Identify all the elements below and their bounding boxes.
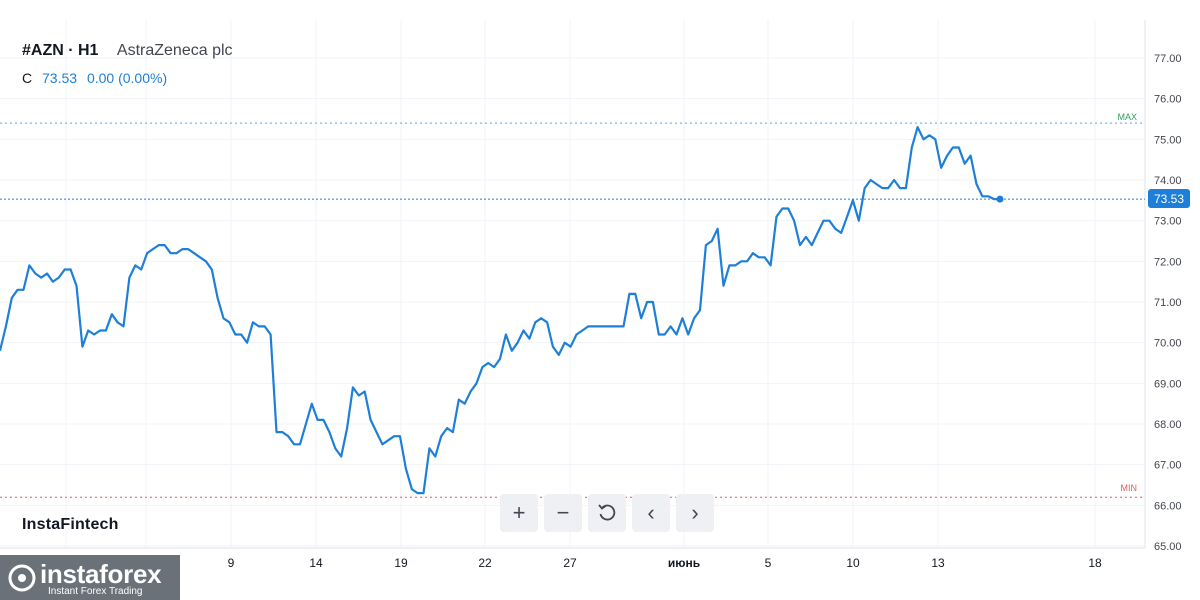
symbol-label: #AZN · H1 [22,42,99,59]
y-tick-label: 66.00 [1154,500,1182,512]
x-tick-label: 9 [228,556,235,570]
chart-brand: InstaFintech [22,516,119,533]
y-tick-label: 72.00 [1154,256,1182,268]
price-line [0,126,1000,495]
x-tick-label: 10 [846,556,860,570]
close-value: 73.53 [42,70,78,86]
y-tick-label: 65.00 [1154,541,1182,553]
instaforex-logo: instaforex Instant Forex Trading [0,555,180,600]
zoom-in-button[interactable]: + [500,494,538,532]
y-tick-label: 76.00 [1154,94,1182,106]
x-tick-label: июнь [668,556,700,570]
y-tick-label: 71.00 [1154,297,1182,309]
x-tick-label: 18 [1088,556,1102,570]
x-tick-label: 19 [394,556,408,570]
time-axis: май6914192227июнь5101318 [55,556,1102,570]
y-tick-label: 77.00 [1154,53,1182,65]
logo-tagline: Instant Forex Trading [48,586,143,597]
y-tick-label: 68.00 [1154,419,1182,431]
x-tick-label: 5 [765,556,772,570]
x-tick-label: 14 [309,556,323,570]
min-label: MIN [1121,483,1138,493]
ohlc-readout: C 73.53 0.00 (0.00%) [22,70,167,86]
y-tick-label: 70.00 [1154,338,1182,350]
chart-grid [0,20,1146,549]
y-tick-label: 73.00 [1154,216,1182,228]
max-label: MAX [1117,112,1137,122]
last-price-badge: 73.53 [1148,189,1190,208]
y-tick-label: 67.00 [1154,460,1182,472]
last-price-dot [996,195,1004,203]
scroll-right-button[interactable]: › [676,494,714,532]
scroll-left-button[interactable]: ‹ [632,494,670,532]
x-tick-label: 22 [478,556,492,570]
close-label: C [22,70,33,86]
reset-icon [598,504,616,521]
price-axis: 65.00 66.00 67.00 68.00 69.00 70.00 71.00 72.00… [1154,53,1182,553]
logo-mark-icon [8,564,36,592]
y-tick-label: 69.00 [1154,378,1182,390]
y-tick-label: 74.00 [1154,175,1182,187]
x-tick-label: 13 [931,556,945,570]
x-tick-label: 27 [563,556,577,570]
logo-name: instaforex [40,559,162,589]
chart-toolbar: + − ‹ › [500,494,714,532]
chart-header: #AZN · H1 AstraZeneca plc [22,42,233,60]
reset-button[interactable] [588,494,626,532]
y-tick-label: 75.00 [1154,134,1182,146]
change-value: 0.00 (0.00%) [86,70,168,86]
company-name: AstraZeneca plc [116,42,233,59]
max-min-levels: MAX MIN [0,112,1145,498]
zoom-out-button[interactable]: − [544,494,582,532]
